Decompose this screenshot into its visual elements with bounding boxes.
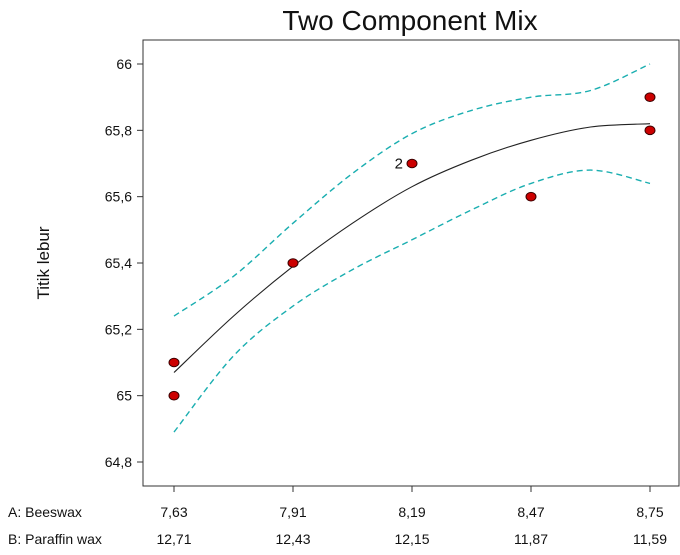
data-point [644, 92, 656, 102]
point-layer: 2 [168, 92, 656, 401]
data-point [525, 191, 537, 202]
x-tick-label: 11,59 [633, 531, 667, 547]
plot-frame [142, 39, 680, 487]
x-axis-b-name: B: Paraffin wax [8, 531, 102, 547]
y-tick-label: 65 [116, 388, 132, 404]
fit-line [173, 123, 651, 373]
x-tick-label: 7,63 [160, 504, 187, 520]
x-tick-label: 8,47 [517, 504, 544, 520]
y-tick-label: 65,6 [105, 189, 132, 205]
y-tick-label: 65,2 [105, 321, 132, 337]
x-tick-label: 12,15 [394, 531, 429, 547]
chart-title: Two Component Mix [282, 5, 537, 36]
y-tick-label: 64,8 [105, 454, 132, 470]
x-tick-label: 8,75 [636, 504, 663, 520]
data-point [168, 390, 180, 401]
ci-lower-line [173, 169, 651, 433]
x-tick-label: 11,87 [514, 531, 548, 547]
y-tick-label: 65,4 [105, 255, 132, 271]
ci-upper-line [173, 63, 651, 317]
data-point [287, 258, 299, 268]
y-axis-label: Titik lebur [34, 226, 53, 299]
point-count-label: 2 [395, 156, 403, 173]
x-tick-label: 12,71 [156, 531, 191, 547]
y-tick-label: 65,8 [105, 122, 132, 138]
x-tick-label: 7,91 [279, 504, 306, 520]
x-tick-label: 8,19 [398, 504, 425, 520]
x-tick-label: 12,43 [275, 531, 310, 547]
data-point [644, 125, 656, 136]
data-point [168, 357, 180, 368]
y-tick-label: 66 [116, 56, 132, 72]
curve-layer [173, 63, 651, 433]
data-point [406, 158, 418, 169]
x-axis-a-name: A: Beeswax [8, 504, 82, 520]
tick-layer: 64,8 65 65,2 65,4 65,6 65,8 66 7,63 7,91 8,19 8,47… [105, 56, 667, 547]
